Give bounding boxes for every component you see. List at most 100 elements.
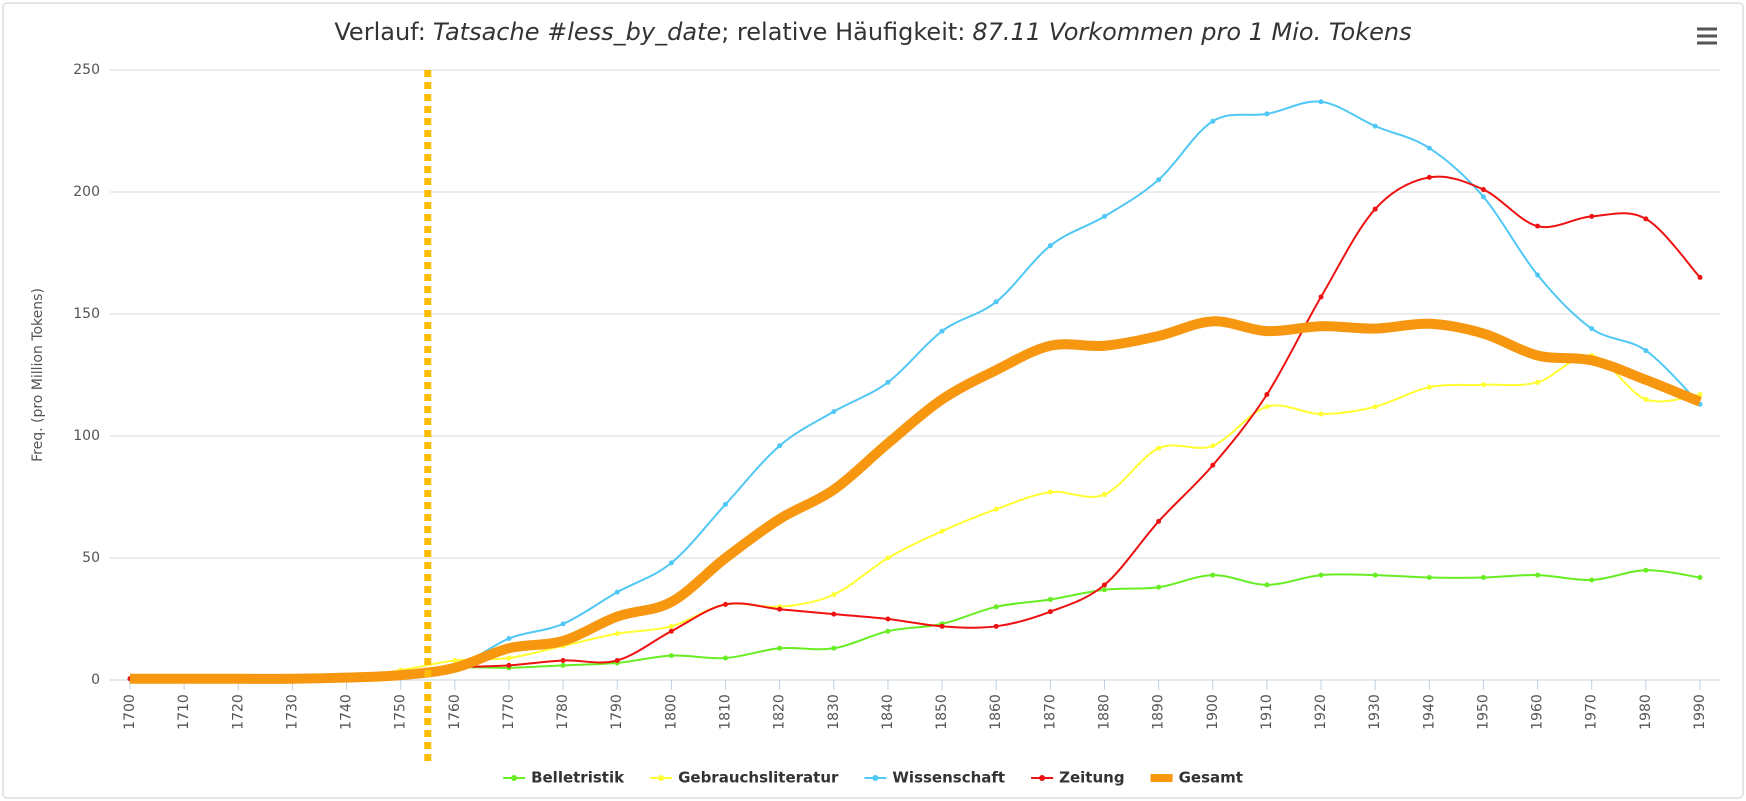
x-tick-label: 1940 [1421,694,1437,730]
x-tick-label: 1820 [772,694,788,730]
point [1047,596,1053,602]
point [1426,384,1432,390]
point [1480,575,1486,581]
point [1697,575,1703,581]
point [1426,174,1432,180]
point [506,655,512,661]
x-tick-label: 1900 [1205,694,1221,730]
point [1643,567,1649,573]
point [1643,396,1649,402]
point [1047,489,1053,495]
title-part: ; relative Häufigkeit: [721,18,965,46]
point [1697,274,1703,280]
x-tick-label: 1830 [826,694,842,730]
y-tick-label: 200 [73,184,100,200]
point [1535,223,1541,229]
point [1589,326,1595,332]
legend: Belletristik Gebrauchsliteratur Wissenscha… [503,769,1243,787]
point [1156,518,1162,524]
x-tick-label: 1780 [555,694,571,730]
x-tick-label: 1960 [1530,694,1546,730]
x-tick-label: 1750 [393,694,409,730]
point [831,611,837,617]
point [777,443,783,449]
point [1535,572,1541,578]
legend-text: Wissenschaft [892,769,1005,787]
point [723,655,729,661]
legend-item[interactable]: Belletristik [503,769,625,787]
point [885,628,891,634]
point [506,636,512,642]
point [1426,575,1432,581]
y-tick-label: 250 [73,62,100,78]
x-tick-label: 1870 [1042,694,1058,730]
point [1318,411,1324,417]
point [668,623,674,629]
point [614,631,620,637]
point [1480,187,1486,193]
point [777,606,783,612]
legend-item[interactable]: Gesamt [1150,769,1243,787]
legend-marker [658,775,665,781]
y-tick-label: 0 [91,672,100,688]
title-part: 87.11 Vorkommen pro 1 Mio. Tokens [972,18,1411,46]
x-tick-label: 1710 [176,694,192,730]
legend-marker [1039,775,1046,781]
legend-item[interactable]: Zeitung [1031,769,1125,787]
point [939,328,945,334]
point [1643,348,1649,354]
point [1535,272,1541,278]
point [1426,145,1432,151]
y-tick-label: 50 [82,550,100,566]
point [1101,587,1107,593]
point [993,299,999,305]
point [1589,577,1595,583]
point [1101,582,1107,588]
point [939,623,945,629]
legend-text: Belletristik [531,769,625,787]
x-tick-label: 1810 [718,694,734,730]
legend-item[interactable]: Gebrauchsliteratur [650,769,839,787]
point [1264,392,1270,398]
point [506,662,512,668]
point [1210,443,1216,449]
x-tick-label: 1700 [122,694,138,730]
point [939,528,945,534]
point [1372,206,1378,212]
point [993,623,999,629]
point [723,601,729,607]
point [885,555,891,561]
x-tick-label: 1850 [934,694,950,730]
point [560,657,566,663]
point [1210,118,1216,124]
x-tick-label: 1920 [1313,694,1329,730]
x-tick-label: 1740 [339,694,355,730]
point [1372,404,1378,410]
y-tick-label: 150 [73,306,100,322]
point [1372,123,1378,129]
point [1589,213,1595,219]
point [885,616,891,622]
point [1480,194,1486,200]
point [560,662,566,668]
x-tick-label: 1880 [1096,694,1112,730]
menu-icon[interactable] [1697,27,1717,45]
point [885,379,891,385]
x-tick-label: 1990 [1692,694,1708,730]
legend-text: Gesamt [1179,769,1243,787]
title-part: Verlauf: [334,18,425,46]
point [1210,462,1216,468]
x-tick-label: 1930 [1367,694,1383,730]
legend-item[interactable]: Wissenschaft [864,769,1005,787]
point [668,653,674,659]
x-tick-label: 1800 [663,694,679,730]
title-part: Tatsache #less_by_date [433,18,721,46]
legend-marker [872,775,879,781]
point [668,628,674,634]
point [1480,382,1486,388]
x-tick-label: 1770 [501,694,517,730]
point [668,560,674,566]
